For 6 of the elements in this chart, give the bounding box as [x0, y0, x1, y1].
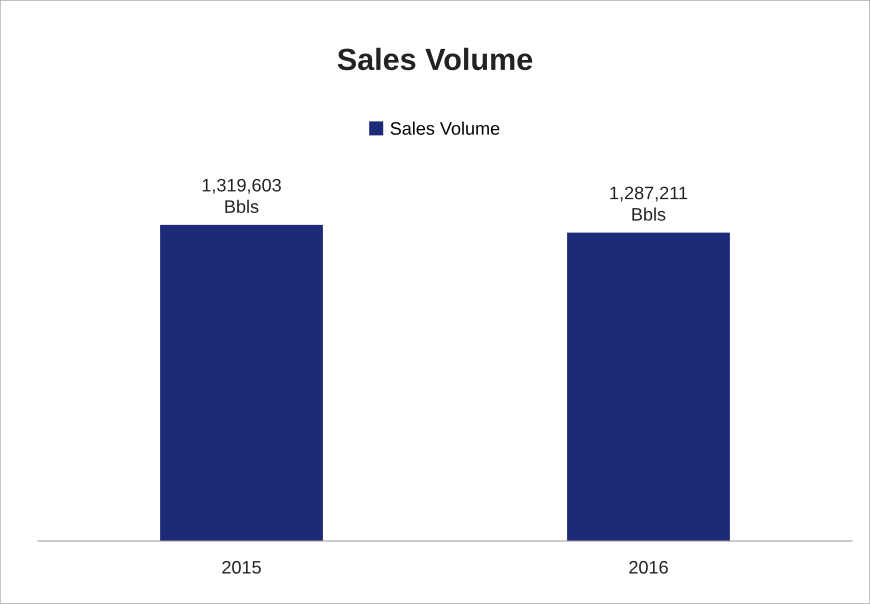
chart-title: Sales Volume — [338, 48, 532, 70]
data-label: 1,287,211 Bbls — [610, 186, 688, 221]
legend-label: Sales Volume — [390, 122, 500, 135]
x-tick-label: 2015 — [222, 560, 261, 574]
x-tick-label: 2016 — [629, 560, 668, 574]
data-label: 1,319,603 Bbls — [202, 178, 281, 214]
